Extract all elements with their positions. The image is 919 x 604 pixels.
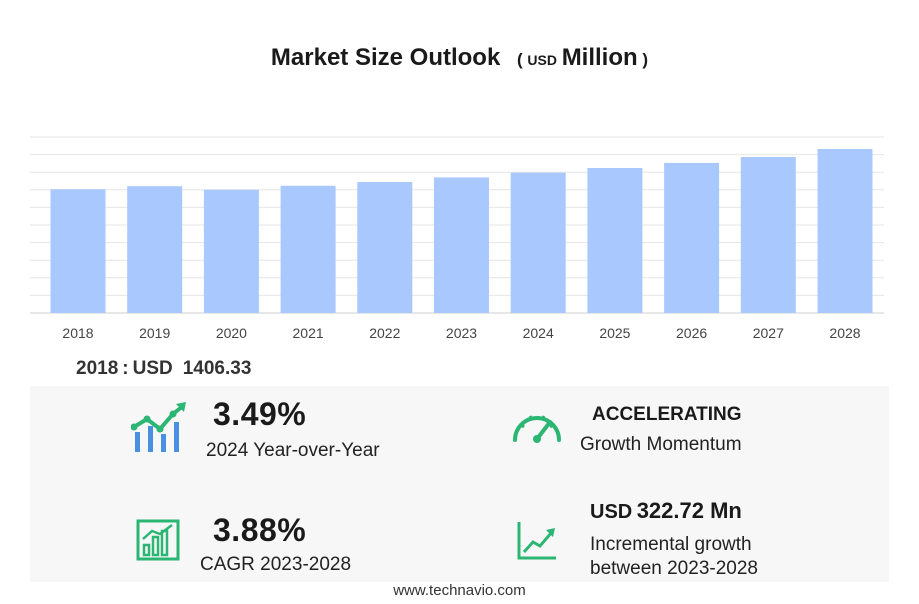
bar-2025 xyxy=(587,167,643,313)
momentum-value: ACCELERATING xyxy=(592,404,742,425)
x-tick-label: 2025 xyxy=(599,325,630,341)
title-unit: ( USD Million ) xyxy=(516,44,649,71)
base-year-value: 2018: USD 1406.33 xyxy=(76,358,252,379)
incremental-label-2: between 2023-2028 xyxy=(590,558,758,579)
yoy-value: 3.49% xyxy=(213,396,307,432)
title-main: Market Size Outlook xyxy=(270,44,501,71)
bar-chart: 2018 2019 2020 2021 2022 2023 2024 2025 2026 2027… xyxy=(30,136,884,341)
x-tick-label: 2020 xyxy=(216,325,247,341)
bar-2019 xyxy=(127,186,183,313)
x-tick-label: 2028 xyxy=(829,325,860,341)
incremental-currency: USD xyxy=(590,501,633,523)
title-unit-currency: USD xyxy=(527,52,557,68)
bar-2024 xyxy=(510,172,566,313)
x-tick-label: 2026 xyxy=(676,325,707,341)
x-tick-label: 2018 xyxy=(62,325,93,341)
trend-line-icon xyxy=(516,520,558,567)
bar-2028 xyxy=(817,148,873,313)
incremental-amount: 322.72 Mn xyxy=(636,498,742,523)
bar-2027 xyxy=(740,156,796,313)
x-tick-label: 2024 xyxy=(523,325,554,341)
bar-2020 xyxy=(203,189,259,313)
x-tick-label: 2019 xyxy=(139,325,170,341)
base-amount: 1406.33 xyxy=(182,358,252,379)
incremental-value: USD 322.72 Mn xyxy=(590,498,742,524)
bar-2026 xyxy=(664,162,720,313)
base-currency: USD xyxy=(132,358,173,379)
bars xyxy=(50,148,873,313)
title-unit-scale: Million xyxy=(561,44,638,71)
cagr-label: CAGR 2023-2028 xyxy=(200,554,352,575)
bar-2021 xyxy=(280,185,336,313)
yoy-label: 2024 Year-over-Year xyxy=(206,440,380,461)
footer-source: www.technavio.com xyxy=(393,582,526,599)
base-year: 2018 xyxy=(76,358,119,379)
incremental-label-1: Incremental growth xyxy=(590,534,752,555)
bar-2018 xyxy=(50,189,106,313)
momentum-label: Growth Momentum xyxy=(580,434,742,455)
x-tick-label: 2022 xyxy=(369,325,400,341)
cagr-value: 3.88% xyxy=(213,512,307,548)
speedometer-icon xyxy=(510,406,564,451)
bar-2023 xyxy=(434,177,489,313)
stats-panel xyxy=(30,386,889,582)
x-axis-labels: 2018 2019 2020 2021 2022 2023 2024 2025 2026 2027… xyxy=(62,325,860,341)
chart-title: Market Size Outlook ( USD Million ) xyxy=(0,44,919,72)
bar-chart-icon xyxy=(136,519,180,566)
x-tick-label: 2021 xyxy=(293,325,324,341)
bar-2022 xyxy=(357,181,413,313)
x-tick-label: 2023 xyxy=(446,325,477,341)
growth-chart-icon xyxy=(130,402,187,459)
x-tick-label: 2027 xyxy=(753,325,784,341)
